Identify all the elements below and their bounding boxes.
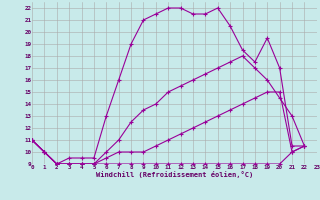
X-axis label: Windchill (Refroidissement éolien,°C): Windchill (Refroidissement éolien,°C) [96,171,253,178]
